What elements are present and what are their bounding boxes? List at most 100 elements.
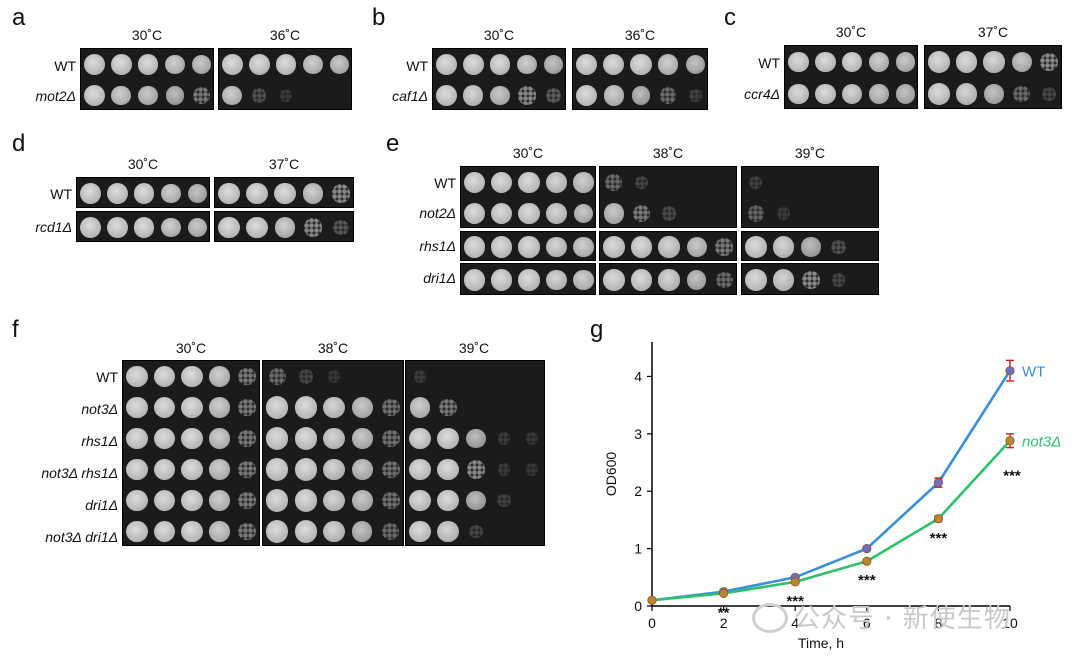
temp-label: 30˚C [131, 27, 163, 43]
yeast-spot [106, 217, 128, 238]
yeast-spot [469, 524, 483, 539]
yeast-spot [153, 396, 176, 419]
yeast-spot [544, 54, 564, 74]
yeast-spot [323, 427, 345, 450]
yeast-spot [747, 205, 764, 222]
yeast-spot [381, 491, 400, 510]
x-axis-label: Time, h [798, 635, 844, 651]
yeast-spot [126, 458, 148, 481]
yeast-spot [323, 489, 345, 512]
data-point-wt [1005, 366, 1015, 376]
yeast-spot [437, 427, 459, 450]
yeast-spot [294, 520, 317, 543]
yeast-spot [437, 520, 459, 543]
yeast-spot [1011, 51, 1032, 73]
data-point-not3- [647, 595, 657, 605]
yeast-spot [983, 51, 1005, 73]
yeast-spot [814, 51, 836, 73]
yeast-spot [928, 83, 950, 105]
yeast-spot [302, 54, 323, 75]
yeast-spot [896, 84, 916, 104]
yeast-spot [381, 398, 400, 417]
yeast-spot [352, 521, 373, 542]
yeast-spot [274, 182, 296, 205]
yeast-spot [126, 520, 148, 543]
temp-label: 30˚C [512, 145, 544, 161]
temp-label: 38˚C [317, 340, 349, 356]
yeast-spot [814, 83, 836, 105]
spot-plate [460, 263, 596, 295]
yeast-spot [868, 52, 889, 72]
yeast-spot [984, 84, 1004, 104]
temp-label: 30˚C [483, 27, 515, 43]
series-label-wt: WT [1022, 364, 1045, 381]
temp-label: 39˚C [794, 145, 826, 161]
yeast-spot [323, 396, 345, 419]
yeast-spot [298, 369, 313, 384]
yeast-spot [153, 489, 176, 512]
yeast-spot [268, 367, 286, 386]
yeast-spot [246, 216, 268, 239]
significance-marker: *** [930, 530, 948, 547]
yeast-spot [630, 269, 653, 291]
yeast-spot [153, 458, 176, 481]
spot-plate [76, 211, 210, 242]
yeast-spot [463, 269, 486, 291]
yeast-spot [352, 459, 373, 480]
yeast-spot [686, 270, 707, 290]
yeast-spot [776, 207, 790, 220]
spot-plate [122, 360, 260, 546]
spot-plate [924, 45, 1062, 109]
yeast-spot [381, 429, 400, 448]
yeast-spot [79, 217, 101, 238]
yeast-spot [266, 396, 289, 419]
yeast-spot [252, 88, 267, 103]
yeast-spot [545, 203, 567, 224]
yeast-spot [248, 54, 270, 75]
strain-label: not3Δ rhs1Δ [41, 465, 118, 481]
y-tick-label: 3 [634, 426, 642, 442]
yeast-spot [181, 520, 203, 543]
strain-label: not3Δ [81, 401, 118, 417]
yeast-spot [831, 273, 846, 287]
yeast-spot [955, 83, 977, 105]
spot-plate [214, 177, 354, 208]
temp-label: 37˚C [977, 24, 1009, 40]
temp-label: 37˚C [268, 156, 300, 172]
yeast-spot [462, 85, 484, 106]
yeast-spot [841, 83, 863, 105]
yeast-spot [518, 171, 540, 194]
spot-plate [76, 177, 210, 208]
yeast-spot [181, 489, 203, 512]
strain-label: WT [406, 58, 428, 74]
yeast-spot [603, 236, 625, 258]
yeast-spot [435, 85, 457, 106]
yeast-spot [489, 54, 511, 75]
yeast-spot [181, 396, 203, 419]
yeast-spot [545, 87, 562, 104]
yeast-spot [661, 206, 677, 221]
spot-plate [80, 48, 214, 110]
yeast-spot [630, 53, 652, 76]
x-tick-label: 6 [863, 615, 871, 631]
yeast-spot [333, 219, 349, 236]
yeast-spot [209, 490, 230, 511]
panel-label-d: d [12, 130, 26, 157]
yeast-spot [491, 269, 513, 291]
yeast-spot [294, 427, 317, 450]
yeast-spot [801, 237, 821, 257]
yeast-spot [801, 270, 821, 290]
wechat-icon [752, 602, 788, 633]
yeast-spot [165, 86, 185, 105]
yeast-spot [138, 85, 158, 106]
yeast-spot [352, 490, 373, 511]
data-point-wt [862, 544, 872, 554]
yeast-spot [181, 427, 203, 450]
strain-label: dri1Δ [423, 270, 456, 286]
yeast-spot [181, 458, 203, 481]
yeast-spot [545, 269, 567, 291]
data-point-not3- [790, 577, 800, 587]
yeast-spot [466, 490, 486, 511]
yeast-spot [238, 429, 256, 448]
